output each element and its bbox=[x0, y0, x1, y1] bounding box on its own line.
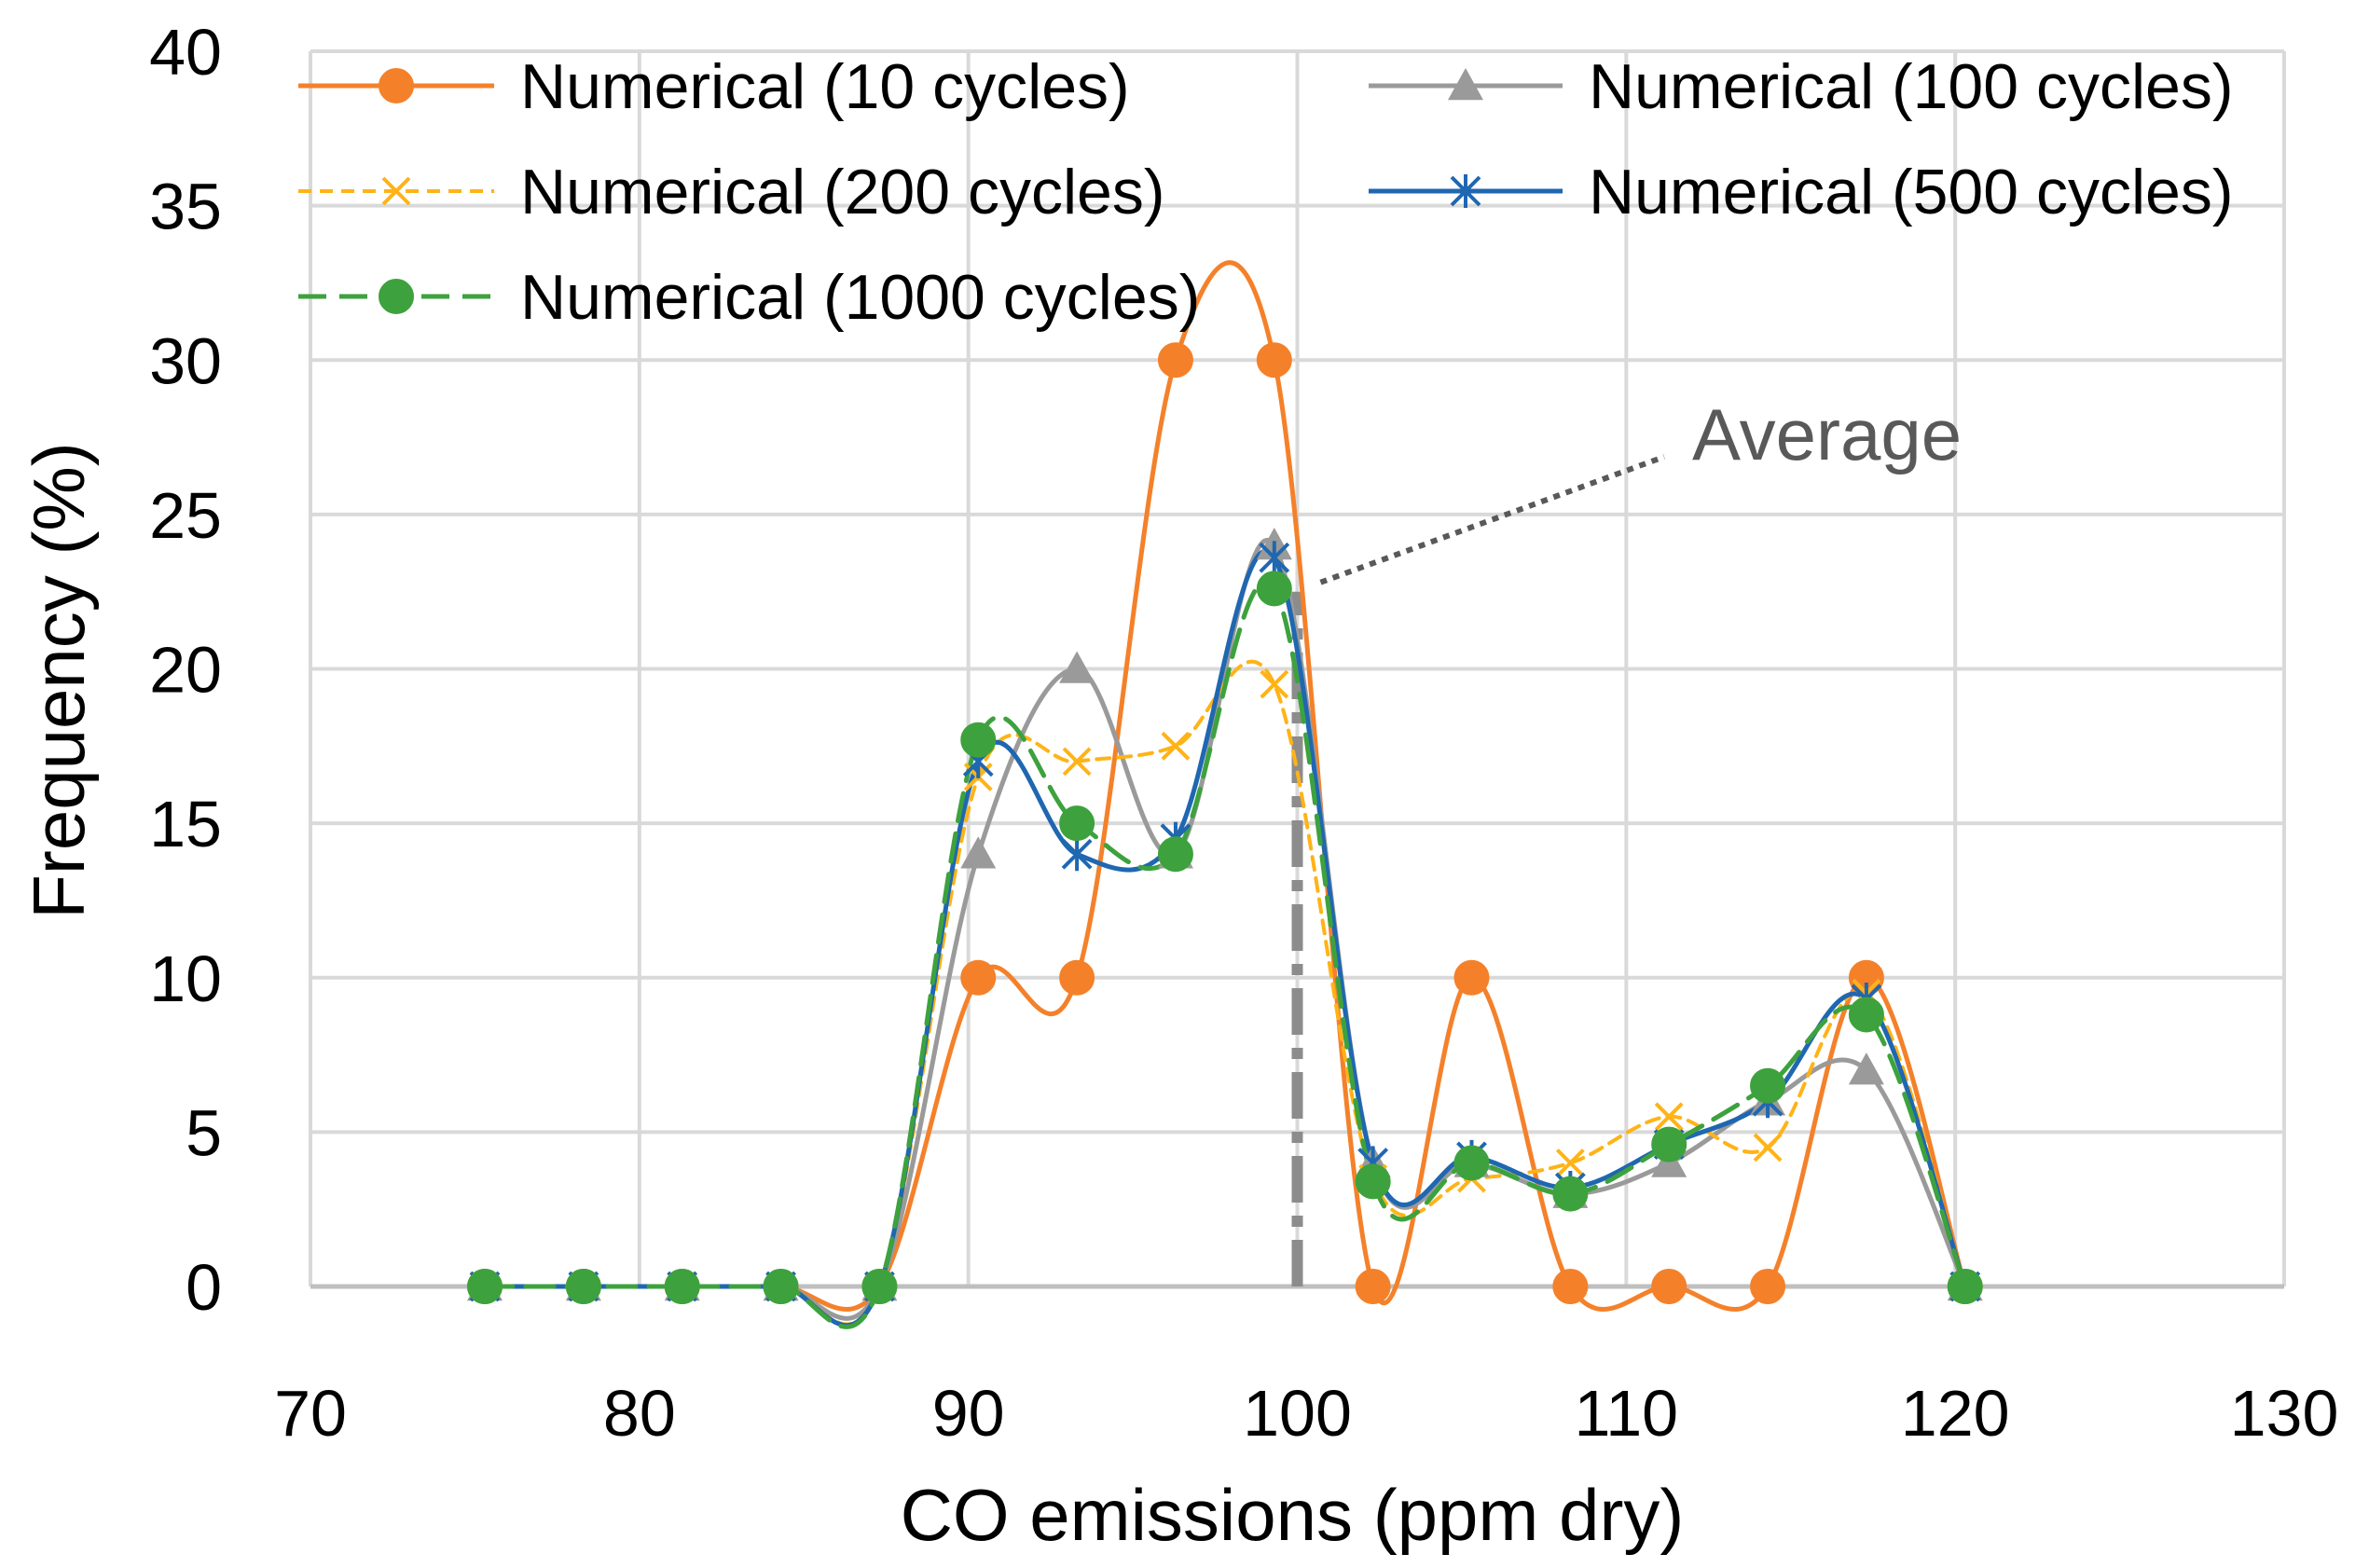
series-line bbox=[482, 548, 1968, 1328]
x-tick-label: 110 bbox=[1575, 1377, 1679, 1450]
series-line bbox=[482, 579, 1968, 1329]
series-lines bbox=[482, 260, 1968, 1329]
legend-label: Numerical (200 cycles) bbox=[520, 157, 1165, 227]
data-point bbox=[960, 722, 997, 758]
legend-label: Numerical (1000 cycles) bbox=[520, 262, 1200, 333]
data-point bbox=[1059, 805, 1095, 842]
legend-label: Numerical (500 cycles) bbox=[1589, 157, 2234, 227]
annotation-leader-line bbox=[1319, 454, 1666, 585]
tick-labels: 70 80 90 100 110 120 130 0 5 10 15 20 25 30 35 40 bbox=[149, 16, 2338, 1450]
data-point bbox=[1848, 997, 1884, 1033]
legend-label: Numerical (100 cycles) bbox=[1589, 51, 2234, 122]
series-line bbox=[482, 260, 1968, 1312]
legend: Numerical (10 cycles) Numerical (100 cycl… bbox=[298, 51, 2234, 333]
data-point bbox=[1651, 1126, 1687, 1162]
x-tick-label: 130 bbox=[2230, 1377, 2339, 1450]
legend-entry: Numerical (100 cycles) bbox=[1369, 51, 2234, 122]
data-point bbox=[960, 959, 997, 996]
x-tick-label: 100 bbox=[1243, 1377, 1352, 1450]
y-tick-label: 5 bbox=[186, 1096, 222, 1169]
legend-swatch-marker bbox=[379, 279, 414, 314]
y-tick-label: 40 bbox=[149, 16, 222, 89]
legend-entry: Numerical (200 cycles) bbox=[298, 157, 1165, 227]
y-tick-label: 0 bbox=[186, 1251, 222, 1324]
x-tick-label: 80 bbox=[603, 1377, 676, 1450]
y-tick-label: 25 bbox=[149, 479, 222, 552]
data-point bbox=[1256, 571, 1292, 607]
data-point bbox=[1753, 1133, 1783, 1162]
y-axis-title: Frequency (%) bbox=[18, 442, 100, 919]
legend-label: Numerical (10 cycles) bbox=[520, 51, 1130, 122]
data-point bbox=[1062, 747, 1092, 777]
x-tick-label: 70 bbox=[274, 1377, 347, 1450]
legend-swatch-marker bbox=[379, 68, 414, 103]
data-point bbox=[1157, 342, 1193, 378]
y-tick-label: 10 bbox=[149, 942, 222, 1015]
legend-entry: Numerical (500 cycles) bbox=[1369, 157, 2234, 227]
data-point bbox=[1157, 836, 1193, 873]
data-point bbox=[1260, 669, 1289, 699]
data-point bbox=[1259, 541, 1290, 575]
data-point bbox=[1750, 1269, 1786, 1304]
data-point bbox=[1651, 1269, 1687, 1304]
data-point bbox=[1355, 1269, 1391, 1304]
data-point bbox=[1555, 1148, 1585, 1177]
series-markers bbox=[467, 342, 1983, 1304]
data-point bbox=[1453, 1145, 1490, 1181]
x-tick-label: 120 bbox=[1901, 1377, 2010, 1450]
x-tick-label: 90 bbox=[932, 1377, 1005, 1450]
data-point bbox=[1355, 1163, 1391, 1200]
series-line bbox=[483, 659, 1967, 1327]
data-point bbox=[1552, 1176, 1589, 1212]
x-axis-title: CO emissions (ppm dry) bbox=[901, 1474, 1685, 1556]
data-point bbox=[1256, 342, 1292, 378]
data-point bbox=[1750, 1067, 1786, 1104]
data-point bbox=[1453, 959, 1490, 996]
annotation-average-label: Average bbox=[1692, 393, 1962, 475]
y-tick-label: 20 bbox=[149, 634, 222, 707]
data-point bbox=[1654, 1102, 1684, 1132]
data-point bbox=[664, 1269, 700, 1304]
y-tick-label: 15 bbox=[149, 788, 222, 860]
data-point bbox=[960, 836, 997, 869]
data-point bbox=[1061, 837, 1093, 872]
y-tick-label: 30 bbox=[149, 324, 222, 397]
legend-entry: Numerical (10 cycles) bbox=[298, 51, 1130, 122]
data-point bbox=[861, 1269, 898, 1304]
legend-entry: Numerical (1000 cycles) bbox=[298, 262, 1200, 333]
data-point bbox=[1059, 959, 1095, 996]
annotations: Average bbox=[1319, 393, 1962, 585]
data-point bbox=[1552, 1269, 1589, 1304]
data-point bbox=[763, 1269, 799, 1304]
data-point bbox=[565, 1269, 601, 1304]
legend-swatch-marker bbox=[381, 176, 411, 206]
legend-swatch-marker bbox=[1450, 174, 1481, 208]
legend-swatch-marker bbox=[1448, 68, 1483, 101]
data-point bbox=[467, 1269, 503, 1304]
data-point bbox=[1848, 1052, 1884, 1085]
data-point bbox=[1161, 731, 1191, 761]
data-point bbox=[1059, 651, 1095, 683]
data-point bbox=[1947, 1269, 1983, 1304]
y-tick-label: 35 bbox=[149, 171, 222, 243]
